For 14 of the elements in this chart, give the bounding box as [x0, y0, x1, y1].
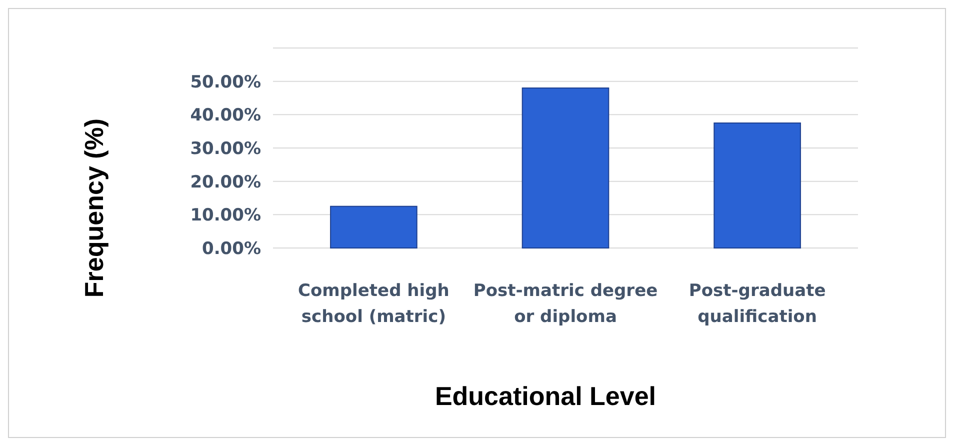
x-tick-label: Post-graduate qualification [688, 281, 826, 327]
x-axis-title: Educational Level [434, 381, 656, 411]
x-tick-label: Post-matric degree or diploma [473, 281, 658, 327]
y-tick-label: 0.00% [202, 238, 261, 259]
bar [714, 122, 801, 248]
y-tick-label: 50.00% [190, 72, 261, 92]
y-tick-label: 40.00% [190, 106, 261, 126]
y-tick-label: 20.00% [190, 172, 261, 192]
bar [330, 206, 418, 248]
y-axis-title: Frequency (%) [79, 118, 109, 298]
x-tick-label: Completed high school (matric) [298, 281, 450, 327]
bar [522, 88, 610, 248]
y-tick-label: 10.00% [190, 206, 261, 226]
y-tick-label: 30.00% [190, 138, 261, 159]
